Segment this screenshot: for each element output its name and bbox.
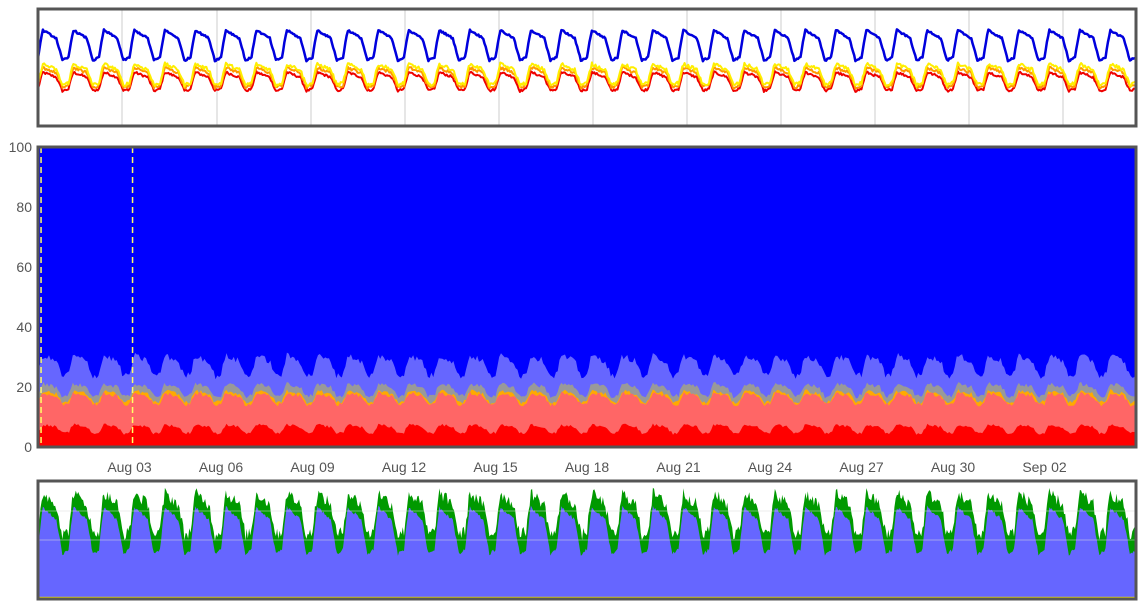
main-frame <box>36 145 1138 449</box>
y-tick-label: 80 <box>16 199 32 215</box>
top-series-group <box>36 28 1137 93</box>
x-tick-label: Aug 27 <box>839 459 884 475</box>
y-tick-label: 0 <box>24 439 32 455</box>
x-tick-label: Aug 24 <box>748 459 793 475</box>
top-plot-background <box>38 9 1136 126</box>
top-series-blue <box>36 28 1137 63</box>
x-tick-label: Aug 21 <box>656 459 701 475</box>
x-tick-label: Aug 30 <box>931 459 976 475</box>
main-x-axis: Aug 03 Aug 06 Aug 09 Aug 12 Aug 15 Aug 18 Aug … <box>107 459 1067 475</box>
top-series-yellow <box>37 61 1137 88</box>
main-y-axis: 0 20 40 60 80 100 <box>9 139 33 455</box>
bottom-grid <box>38 510 1136 541</box>
top-line-chart <box>36 7 1138 128</box>
x-tick-label: Sep 02 <box>1022 459 1067 475</box>
bottom-area-chart <box>36 479 1138 601</box>
y-tick-label: 60 <box>16 259 32 275</box>
y-tick-label: 40 <box>16 319 32 335</box>
top-frame <box>36 7 1138 128</box>
main-markers-group <box>40 147 134 447</box>
top-series-orange <box>37 65 1137 90</box>
bottom-layer-light-blue <box>38 505 1136 599</box>
x-tick-label: Aug 18 <box>565 459 610 475</box>
bottom-frame <box>36 479 1138 601</box>
main-layers-group <box>38 352 1136 447</box>
x-tick-label: Aug 09 <box>290 459 335 475</box>
top-series-red <box>37 70 1137 93</box>
x-tick-label: Aug 06 <box>199 459 244 475</box>
x-tick-label: Aug 15 <box>473 459 518 475</box>
main-layer-red <box>38 423 1136 447</box>
y-tick-label: 20 <box>16 379 32 395</box>
x-tick-label: Aug 12 <box>382 459 427 475</box>
y-tick-label: 100 <box>9 139 33 155</box>
x-tick-label: Aug 03 <box>107 459 152 475</box>
